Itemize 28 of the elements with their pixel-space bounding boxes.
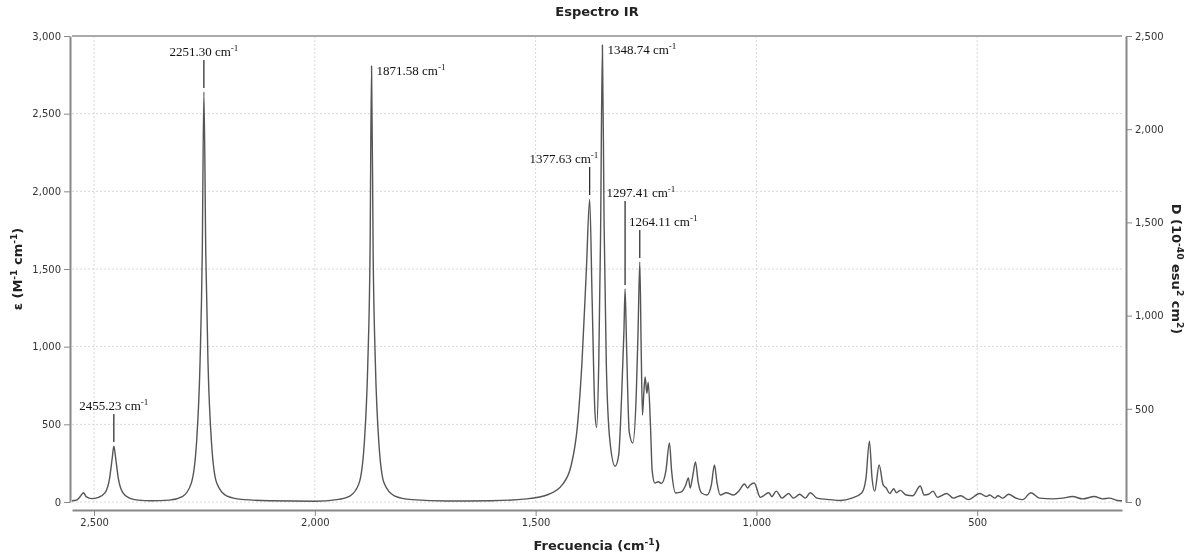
chart-title: Espectro IR [555,4,639,19]
annotation: 2455.23 cm$^{-1}$ [79,397,149,414]
x-tick-label: 1,500 [521,517,551,529]
y2-tick-label: 1,000 [1135,310,1164,322]
x-tick-label: 1,000 [742,517,772,529]
annotation: 1297.41 cm$^{-1}$ [606,184,676,201]
line-series [71,44,1123,502]
y-tick-label: 2,000 [32,186,61,198]
annotation: 1871.58 cm$^{-1}$ [376,61,446,78]
y-tick-label: 0 [54,496,61,508]
x-tick-label: 500 [968,517,988,529]
y2-tick-label: 2,500 [1135,30,1164,42]
y2-tick-label: 0 [1135,496,1142,508]
y2-tick-label: 500 [1135,403,1155,415]
annotation: 1377.63 cm$^{-1}$ [529,150,599,167]
y-tick-label: 3,000 [32,30,61,42]
y-tick-label: 1,000 [32,341,61,353]
annotation: 2251.30 cm$^{-1}$ [169,42,239,59]
y-tick-label: 1,500 [32,263,61,275]
x-tick-label: 2,000 [301,517,330,529]
y2-tick-label: 1,500 [1135,217,1164,229]
y-tick-label: 2,500 [32,108,61,120]
x-tick-label: 2,500 [80,517,109,529]
annotation: 1264.11 cm$^{-1}$ [629,213,698,230]
annotation: 1348.74 cm$^{-1}$ [607,41,677,58]
y-tick-label: 500 [41,419,61,431]
y2-tick-label: 2,000 [1135,123,1164,135]
x-axis-title: Frecuencia (cm$^{-1}$) [533,537,661,553]
